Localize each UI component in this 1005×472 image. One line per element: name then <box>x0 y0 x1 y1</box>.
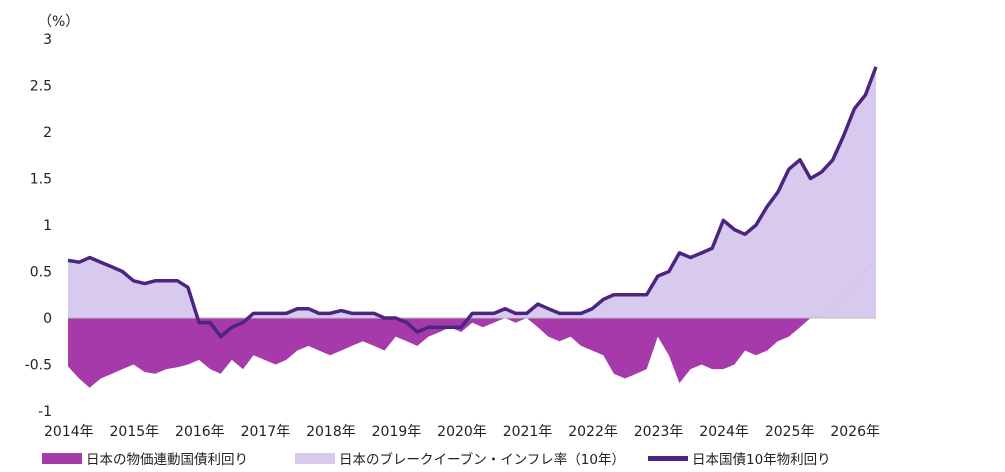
y-tick-label: 0 <box>43 311 52 327</box>
x-tick-label: 2014年 <box>44 424 94 440</box>
legend: 日本の物価連動国債利回り 日本のブレークイーブン・インフレ率（10年） 日本国債… <box>0 448 1005 468</box>
x-tick-label: 2015年 <box>110 424 160 440</box>
x-tick-label: 2022年 <box>568 424 618 440</box>
y-tick-label: 3 <box>43 32 52 48</box>
y-tick-label: 1.5 <box>30 172 52 188</box>
plot-areas <box>68 66 876 388</box>
x-tick-label: 2021年 <box>503 424 553 440</box>
tips-area <box>68 257 876 388</box>
x-tick-label: 2016年 <box>175 424 225 440</box>
legend-item-breakeven: 日本のブレークイーブン・インフレ率（10年） <box>295 448 625 468</box>
x-axis-ticks: 2014年 2015年 2016年 2017年 2018年 2019年 2020年 2021年… <box>44 424 880 440</box>
x-tick-label: 2026年 <box>830 424 880 440</box>
x-tick-label: 2023年 <box>634 424 684 440</box>
x-tick-label: 2017年 <box>241 424 291 440</box>
plot-lines <box>67 66 878 339</box>
legend-label-breakeven: 日本のブレークイーブン・インフレ率（10年） <box>339 452 625 468</box>
y-tick-label: 1 <box>43 218 52 234</box>
y-tick-label: -1 <box>38 404 52 420</box>
y-tick-label: -0.5 <box>25 358 52 374</box>
y-tick-label: 0.5 <box>30 265 52 281</box>
y-axis-unit-label: （%） <box>38 14 79 30</box>
legend-label-tips: 日本の物価連動国債利回り <box>86 452 248 468</box>
legend-label-jgb10y: 日本国債10年物利回り <box>692 452 831 468</box>
legend-item-tips: 日本の物価連動国債利回り <box>42 448 248 468</box>
y-axis-ticks: -1 -0.5 0 0.5 1 1.5 2 2.5 3 <box>25 32 52 420</box>
x-tick-label: 2019年 <box>372 424 422 440</box>
chart: （%） -1-0.500.511.522.53 2014年 2015年 2016年 2… <box>25 14 880 440</box>
legend-swatch-jgb10y <box>648 455 688 461</box>
breakeven-area <box>68 66 876 388</box>
y-tick-label: 2.5 <box>30 79 52 95</box>
y-tick-label: 2 <box>43 125 52 141</box>
x-tick-label: 2020年 <box>437 424 487 440</box>
legend-swatch-tips <box>42 452 82 464</box>
x-tick-label: 2025年 <box>765 424 815 440</box>
legend-item-jgb10y: 日本国債10年物利回り <box>648 448 831 468</box>
jgb10y-line <box>67 66 878 339</box>
x-tick-label: 2024年 <box>699 424 749 440</box>
x-tick-label: 2018年 <box>306 424 356 440</box>
legend-swatch-breakeven <box>295 452 335 464</box>
